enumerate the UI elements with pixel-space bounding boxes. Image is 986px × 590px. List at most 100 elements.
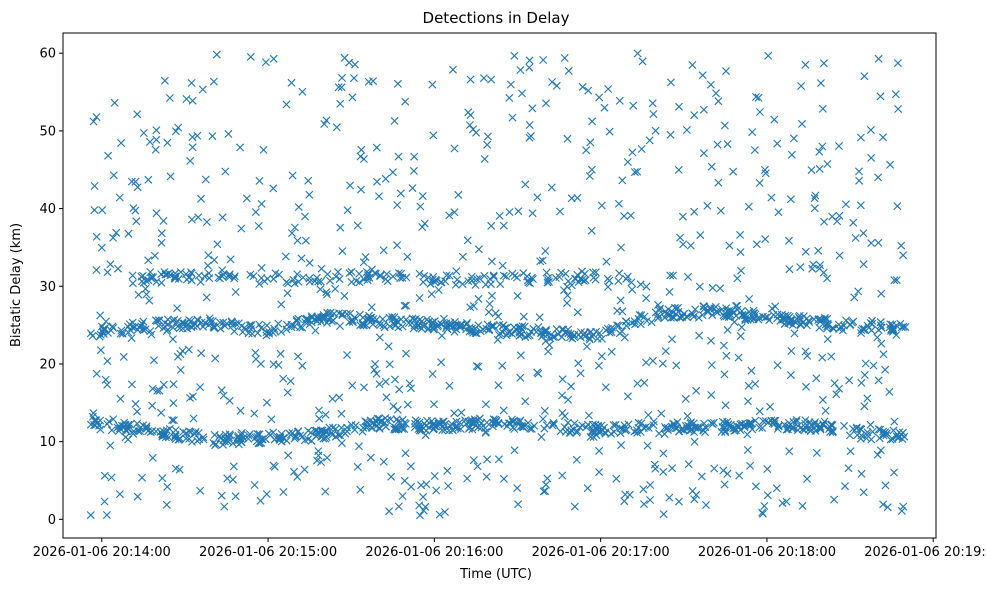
data-point [661,347,670,356]
data-point [724,420,733,429]
data-point [196,383,205,392]
data-point [480,271,489,280]
data-point [479,74,488,83]
data-point [502,323,511,332]
data-point [518,89,526,98]
data-point [543,474,552,483]
data-point [485,300,494,308]
data-point [642,358,650,367]
data-point [372,143,381,152]
data-point [874,238,883,247]
data-point [440,420,449,429]
data-point [110,98,119,107]
data-point [541,337,550,346]
data-point [457,408,466,417]
data-point [419,492,428,501]
data-point [897,323,906,332]
data-point [804,425,813,434]
data-point [820,217,829,226]
data-point [844,464,853,473]
data-point [502,331,511,340]
data-point [717,427,726,436]
data-point [615,269,624,278]
data-point [818,353,827,362]
data-point [628,319,636,327]
data-point [314,406,323,415]
data-point [723,417,732,426]
data-point [115,193,124,202]
data-point [787,347,796,355]
data-point [447,419,456,428]
data-point [96,346,105,355]
data-point [524,418,533,427]
data-point [763,465,772,473]
data-point [585,335,594,344]
data-point [496,329,504,338]
data-point [597,352,606,361]
data-point [890,276,899,285]
data-point [188,133,197,142]
data-point [322,288,331,297]
data-point [267,415,276,424]
data-point [558,409,567,417]
data-point [184,273,193,282]
data-point [835,142,843,150]
data-point [832,390,841,399]
data-point [765,316,774,325]
data-point [332,272,340,281]
data-point [277,327,286,336]
data-point [613,321,622,330]
data-point [314,451,323,460]
data-point [640,378,649,387]
data-point [505,208,514,217]
data-point [633,379,642,388]
data-point [166,172,175,181]
data-point [744,202,753,211]
data-point [327,317,336,326]
data-point [370,365,379,374]
data-point [113,423,122,432]
data-point [560,54,569,62]
data-point [103,420,112,428]
data-point [659,510,668,519]
data-point [427,417,436,425]
data-point [729,167,738,176]
data-point [810,204,819,213]
data-point [128,279,137,288]
data-point [458,280,467,289]
data-point [326,276,334,285]
data-point [316,285,325,294]
data-point [616,424,625,433]
data-point [275,270,284,279]
data-point [637,419,646,428]
data-point [547,183,556,192]
data-point [178,347,187,355]
data-point [182,434,191,443]
data-point [567,426,576,435]
data-point [246,322,255,331]
data-point [564,418,572,427]
data-point [851,234,860,242]
data-point [128,318,137,327]
data-point [812,374,821,383]
data-point [420,271,429,280]
data-point [899,251,908,260]
data-point [391,375,399,384]
data-point [618,327,626,336]
data-point [294,277,303,286]
data-point [257,263,266,272]
data-point [187,215,196,224]
data-point [646,481,655,489]
data-point [139,129,148,137]
chart-title: Detections in Delay [423,9,570,27]
data-point [584,86,593,95]
data-point [819,59,828,68]
data-point [187,79,196,87]
data-point [866,126,875,134]
data-point [450,317,459,326]
data-point [440,508,449,516]
data-point [410,152,419,161]
data-point [119,352,128,361]
data-point [389,402,398,411]
data-point [390,319,399,328]
